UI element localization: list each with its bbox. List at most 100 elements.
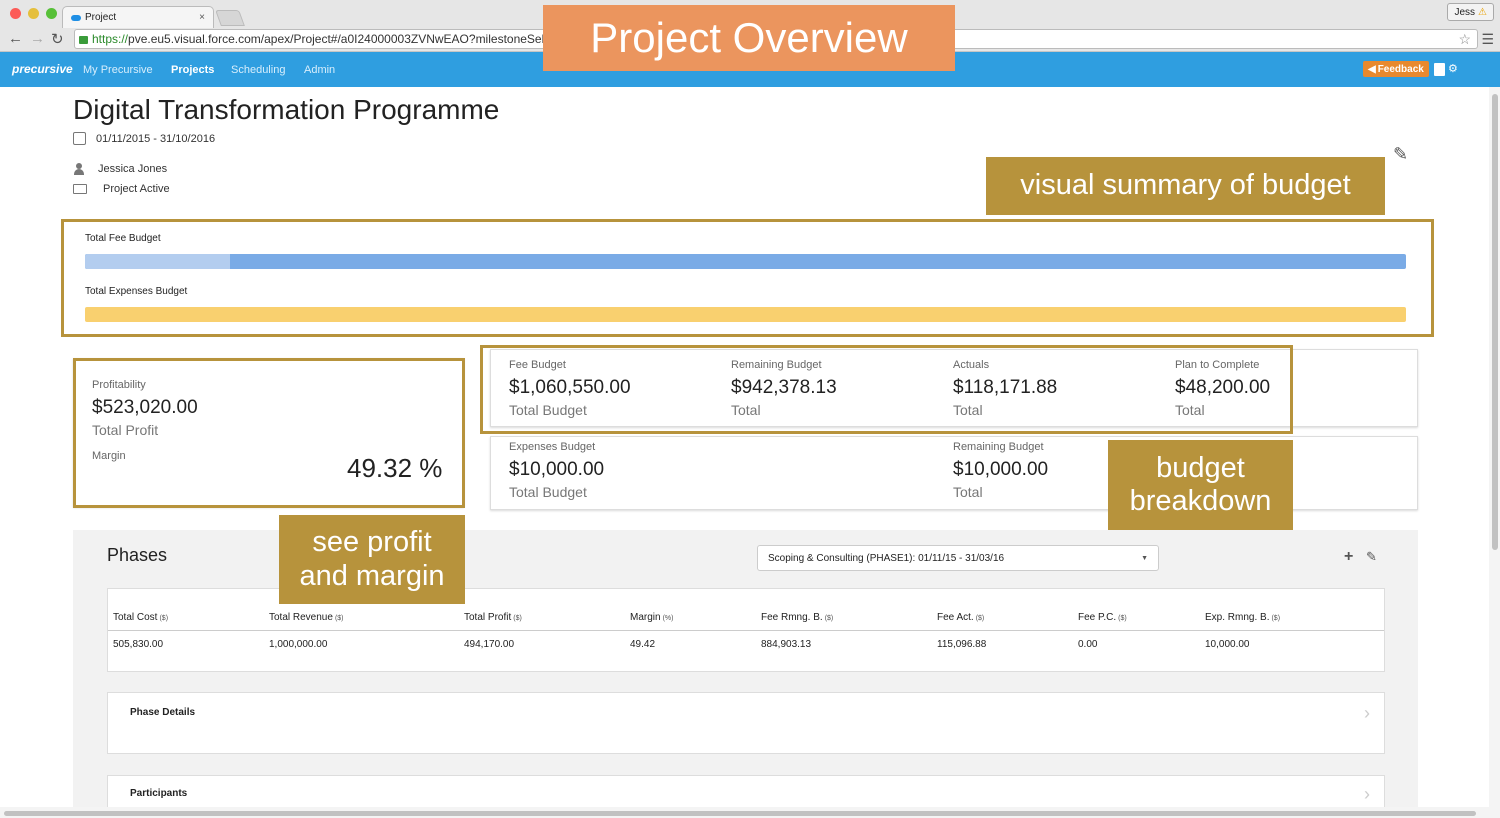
- table-cell: 0.00: [1078, 639, 1098, 650]
- url-scheme: https://: [92, 32, 129, 46]
- project-dates-row: 01/11/2015 - 31/10/2016: [73, 132, 215, 145]
- annotation-line: breakdown: [1129, 485, 1272, 517]
- phase-select-value: Scoping & Consulting (PHASE1): 01/11/15 …: [768, 552, 1005, 564]
- person-icon: [73, 163, 85, 175]
- fee-budget-label: Total Fee Budget: [85, 233, 161, 244]
- table-divider: [108, 630, 1384, 631]
- phases-title: Phases: [107, 545, 168, 565]
- project-owner-row: Jessica Jones: [73, 163, 167, 175]
- zoom-window-button[interactable]: [46, 8, 57, 19]
- actuals-label: Actuals: [953, 359, 990, 371]
- fee-stats-card: [490, 349, 1418, 427]
- project-status: Project Active: [103, 183, 170, 195]
- table-header: Total Profit ($): [464, 612, 522, 623]
- expenses-budget-label: Total Expenses Budget: [85, 286, 188, 297]
- table-header: Fee P.C. ($): [1078, 612, 1127, 623]
- forward-icon[interactable]: →: [30, 30, 45, 47]
- browser-tab[interactable]: Project ×: [62, 6, 214, 28]
- remaining-expenses-amount: $10,000.00: [953, 459, 1049, 480]
- remaining-fee-label: Remaining Budget: [731, 359, 822, 371]
- reload-icon[interactable]: ↻: [51, 31, 64, 48]
- table-header: Fee Act. ($): [937, 612, 985, 623]
- url-text: pve.eu5.visual.force.com/apex/Project#/a…: [128, 32, 557, 46]
- table-cell: 10,000.00: [1205, 639, 1250, 650]
- chevron-down-icon: ▼: [1141, 554, 1148, 562]
- fee-budget-amount: $1,060,550.00: [509, 377, 631, 398]
- app-logo[interactable]: precursive: [12, 62, 73, 76]
- expenses-budget-amount: $10,000.00: [509, 459, 605, 480]
- project-status-row: Project Active: [73, 183, 170, 195]
- browser-menu-icon[interactable]: ☰: [1481, 31, 1494, 47]
- phase-details-heading: Phase Details: [130, 707, 196, 718]
- gear-icon[interactable]: ⚙: [1448, 63, 1458, 75]
- table-header: Total Cost ($): [113, 612, 169, 623]
- margin-label: Margin: [92, 450, 126, 462]
- margin-value: 49.32 %: [347, 453, 443, 483]
- nav-projects[interactable]: Projects: [171, 64, 215, 76]
- chevron-right-icon: ›: [1364, 703, 1370, 723]
- remaining-expenses-label: Remaining Budget: [953, 441, 1044, 453]
- total-profit-amount: $523,020.00: [92, 397, 198, 418]
- vertical-scrollbar-thumb[interactable]: [1492, 94, 1498, 550]
- annotation-profit-margin: see profit and margin: [279, 515, 465, 604]
- nav-my-precursive[interactable]: My Precursive: [83, 64, 153, 76]
- plan-to-complete-amount: $48,200.00: [1175, 377, 1271, 398]
- plan-to-complete-sub: Total: [1175, 402, 1205, 418]
- annotation-line: budget: [1156, 451, 1245, 484]
- feedback-label: Feedback: [1377, 63, 1424, 75]
- edit-project-icon[interactable]: ✎: [1393, 144, 1409, 164]
- expenses-budget-sub: Total Budget: [509, 484, 587, 500]
- table-cell: 1,000,000.00: [269, 639, 328, 650]
- total-profit-sub: Total Profit: [92, 422, 159, 438]
- lock-icon: [79, 36, 88, 44]
- participants-panel[interactable]: Participants ›: [107, 775, 1385, 807]
- actuals-amount: $118,171.88: [953, 377, 1058, 398]
- annotation-title: Project Overview: [543, 5, 955, 71]
- calendar-icon: [73, 132, 86, 145]
- feedback-button[interactable]: ◀ Feedback: [1363, 61, 1429, 77]
- minimize-window-button[interactable]: [28, 8, 39, 19]
- bookmark-star-icon[interactable]: ☆: [1458, 30, 1471, 47]
- phase-select[interactable]: Scoping & Consulting (PHASE1): 01/11/15 …: [757, 545, 1159, 571]
- megaphone-icon: ◀: [1368, 63, 1376, 75]
- phase-details-panel[interactable]: Phase Details ›: [107, 692, 1385, 754]
- table-header: Exp. Rmng. B. ($): [1205, 612, 1281, 623]
- project-owner: Jessica Jones: [98, 163, 168, 175]
- expenses-budget-label: Expenses Budget: [509, 441, 596, 453]
- fee-budget-used-fill: [85, 254, 231, 269]
- nav-scheduling[interactable]: Scheduling: [231, 64, 286, 76]
- table-cell: 505,830.00: [113, 639, 164, 650]
- table-cell: 884,903.13: [761, 639, 812, 650]
- table-header: Total Revenue ($): [269, 612, 344, 623]
- add-phase-icon[interactable]: +: [1344, 548, 1354, 565]
- profile-name: Jess: [1454, 6, 1476, 18]
- warning-icon: ⚠: [1478, 6, 1487, 18]
- annotation-line: see profit: [312, 526, 432, 559]
- expenses-budget-bar: [85, 307, 1406, 322]
- table-cell: 49.42: [630, 639, 656, 650]
- remaining-fee-sub: Total: [731, 402, 761, 418]
- close-window-button[interactable]: [10, 8, 21, 19]
- fee-budget-sub: Total Budget: [509, 402, 587, 418]
- table-cell: 494,170.00: [464, 639, 515, 650]
- annotation-profit-box: [73, 358, 465, 508]
- edit-phase-icon[interactable]: ✎: [1366, 549, 1377, 564]
- profitability-label: Profitability: [92, 379, 146, 391]
- back-icon[interactable]: ←: [8, 30, 23, 47]
- project-dates: 01/11/2015 - 31/10/2016: [96, 132, 216, 145]
- tab-close-icon[interactable]: ×: [199, 12, 205, 23]
- annotation-budget-summary-box: [61, 219, 1434, 337]
- salesforce-cloud-icon: [71, 14, 81, 21]
- remaining-fee-amount: $942,378.13: [731, 377, 837, 398]
- table-header: Margin (%): [630, 612, 674, 623]
- profile-button[interactable]: Jess ⚠: [1447, 3, 1494, 21]
- user-icon[interactable]: [1434, 63, 1445, 76]
- horizontal-scrollbar-thumb[interactable]: [4, 811, 1476, 816]
- participants-heading: Participants: [130, 788, 188, 799]
- annotation-budget-breakdown: budget breakdown: [1108, 440, 1293, 530]
- plan-to-complete-label: Plan to Complete: [1175, 359, 1260, 371]
- fee-budget-bar: [85, 254, 1406, 269]
- table-header: Fee Rmng. B. ($): [761, 612, 834, 623]
- nav-admin[interactable]: Admin: [304, 64, 336, 76]
- window-controls: [10, 8, 57, 19]
